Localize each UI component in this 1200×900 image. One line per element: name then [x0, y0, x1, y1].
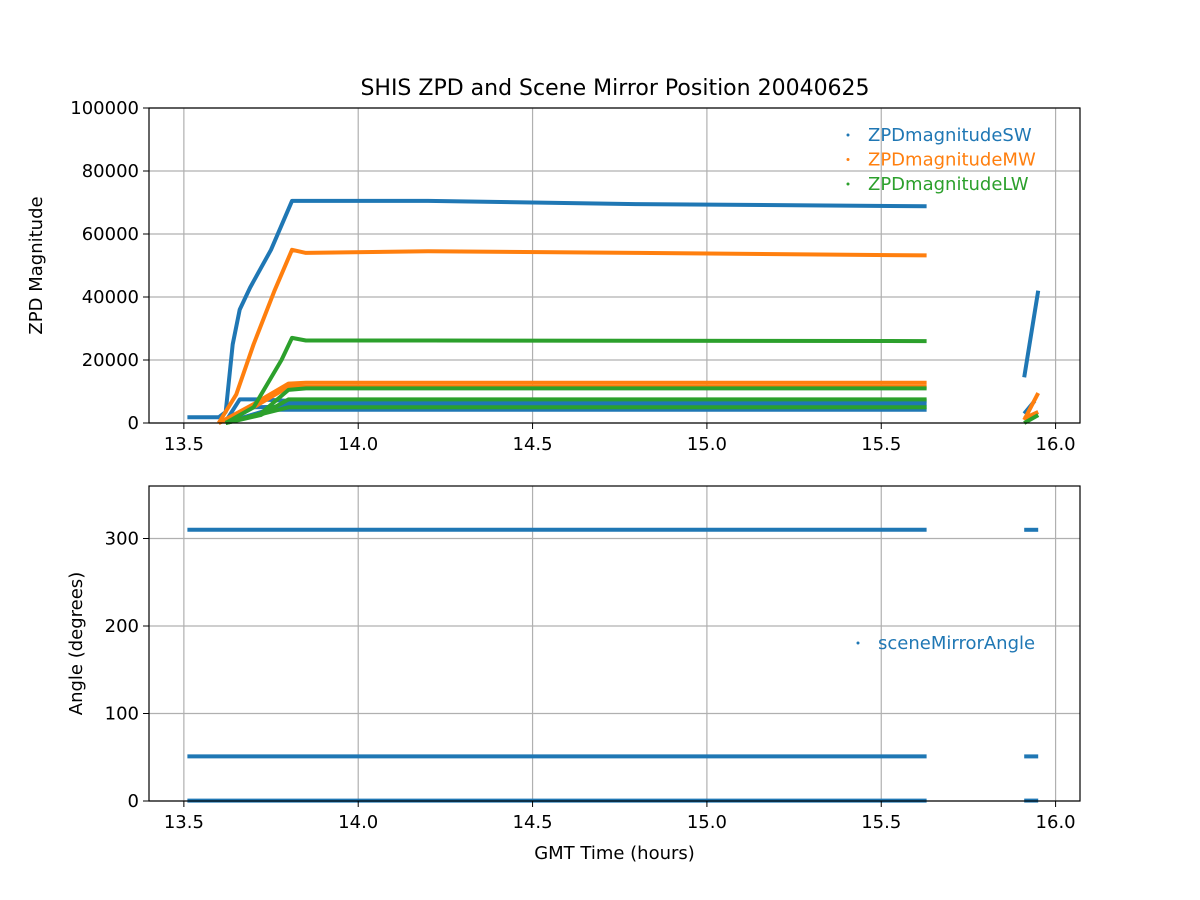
- legend-label: ZPDmagnitudeSW: [868, 125, 1032, 146]
- ZPDmagnitudeLW-trace-0: [224, 335, 927, 425]
- ZPDmagnitudeMW-trace-4: [1023, 410, 1040, 421]
- x-tick-label: 16.0: [1036, 812, 1076, 833]
- zpd-y-axis-label: ZPD Magnitude: [26, 196, 47, 334]
- legend-label: ZPDmagnitudeMW: [868, 150, 1036, 171]
- y-tick-label: 60000: [82, 224, 139, 245]
- legend-entry-ZPDmagnitudeMW: ZPDmagnitudeMW: [846, 150, 1036, 171]
- legend-marker: [846, 182, 850, 186]
- zpd-legend: ZPDmagnitudeSW ZPDmagnitudeMW ZPDmagnitude…: [846, 125, 1036, 195]
- y-tick-label: 0: [128, 413, 139, 434]
- angle-tick-labels: 13.5 14.0 14.5 15.0 15.5 16.0 0 100 200 300: [105, 529, 1076, 834]
- series-ZPDmagnitudeLW: [224, 335, 1040, 425]
- legend-entry-ZPDmagnitudeSW: ZPDmagnitudeSW: [846, 125, 1032, 146]
- legend-label: sceneMirrorAngle: [878, 633, 1035, 654]
- ZPDmagnitudeLW-trace-3: [225, 405, 927, 425]
- zpd-data-layer: [187, 198, 1041, 425]
- y-tick-label: 300: [105, 529, 139, 550]
- ZPDmagnitudeLW-trace-4: [1023, 413, 1040, 425]
- x-tick-label: 15.0: [687, 812, 727, 833]
- y-tick-label: 200: [105, 616, 139, 637]
- y-tick-label: 40000: [82, 287, 139, 308]
- ZPDmagnitudeMW-trace-0: [216, 247, 927, 425]
- zpd-magnitude-panel: 13.5 14.0 14.5 15.0 15.5 16.0 0 20000 40000 60000…: [26, 98, 1081, 455]
- x-tick-label: 13.5: [164, 812, 204, 833]
- angle-axes-frame: [148, 485, 1081, 802]
- y-tick-label: 0: [128, 791, 139, 812]
- x-tick-label: 13.5: [164, 434, 204, 455]
- ZPDmagnitudeSW-trace-5: [1022, 290, 1041, 378]
- x-tick-label: 16.0: [1036, 434, 1076, 455]
- legend-label: ZPDmagnitudeLW: [868, 174, 1029, 195]
- zpd-axes-frame: [148, 107, 1081, 424]
- legend-marker: [846, 133, 850, 137]
- angle-x-axis-label: GMT Time (hours): [534, 843, 695, 864]
- scene-mirror-angle-panel: 13.5 14.0 14.5 15.0 15.5 16.0 0 100 200 300 Angle…: [66, 485, 1081, 864]
- angle-legend: sceneMirrorAngle: [856, 633, 1035, 654]
- legend-entry-sceneMirrorAngle: sceneMirrorAngle: [856, 633, 1035, 654]
- legend-entry-ZPDmagnitudeLW: ZPDmagnitudeLW: [846, 174, 1029, 195]
- y-tick-label: 100: [105, 704, 139, 725]
- y-tick-label: 20000: [82, 350, 139, 371]
- x-tick-label: 15.5: [861, 434, 901, 455]
- legend-marker: [846, 158, 850, 161]
- angle-y-axis-label: Angle (degrees): [66, 572, 87, 715]
- x-tick-label: 15.0: [687, 434, 727, 455]
- y-tick-label: 80000: [82, 161, 139, 182]
- x-tick-label: 14.0: [338, 434, 378, 455]
- chart-title: SHIS ZPD and Scene Mirror Position 20040…: [360, 76, 869, 101]
- x-tick-label: 15.5: [861, 812, 901, 833]
- x-tick-label: 14.5: [513, 812, 553, 833]
- x-tick-label: 14.0: [338, 812, 378, 833]
- zpd-tick-labels: 13.5 14.0 14.5 15.0 15.5 16.0 0 20000 40000 60000…: [70, 98, 1075, 455]
- y-tick-label: 100000: [70, 98, 139, 119]
- legend-marker: [856, 641, 860, 645]
- x-tick-label: 14.5: [513, 434, 553, 455]
